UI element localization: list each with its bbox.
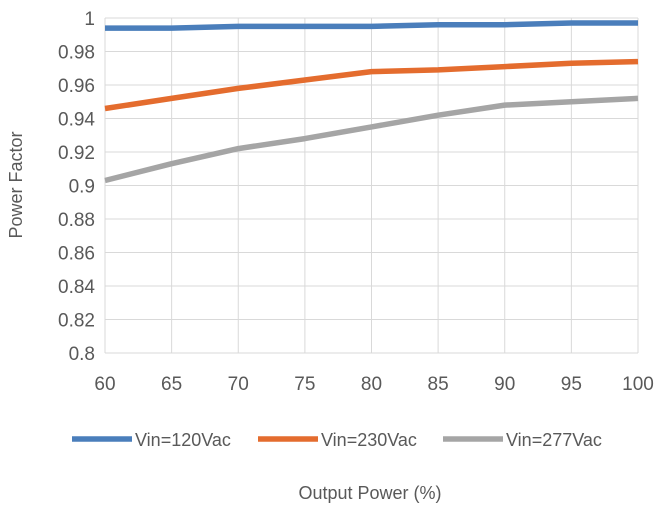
x-axis-title: Output Power (%) [298,483,441,503]
y-axis-title: Power Factor [6,131,26,238]
y-tick-label: 0.94 [58,110,95,131]
y-tick-label: 0.9 [69,177,95,198]
legend: Vin=120Vac Vin=230Vac Vin=277Vac [72,430,602,450]
x-tick-label: 90 [494,374,515,395]
y-tick-label: 0.82 [58,311,95,332]
legend-label-1: Vin=120Vac [135,430,231,450]
y-axis-ticks: 0.8 0.82 0.84 0.86 0.88 0.9 0.92 0.94 0.96 0.98 1 [58,9,95,365]
x-tick-label: 70 [228,374,249,395]
x-tick-label: 85 [428,374,449,395]
legend-label-3: Vin=277Vac [506,430,602,450]
series-line-1 [105,20,638,31]
series-line-3 [104,95,639,184]
y-tick-label: 0.92 [58,143,95,164]
x-tick-label: 65 [161,374,182,395]
x-tick-label: 75 [294,374,315,395]
y-tick-label: 0.88 [58,210,95,231]
y-tick-label: 0.96 [58,76,95,97]
gridlines [104,17,639,354]
y-tick-label: 0.8 [69,344,95,365]
x-tick-label: 95 [561,374,582,395]
series-lines [104,20,639,184]
x-tick-label: 80 [361,374,382,395]
y-tick-label: 0.98 [58,43,95,64]
legend-label-2: Vin=230Vac [321,430,417,450]
x-axis-ticks: 60 65 70 75 80 85 90 95 100 [94,374,653,395]
x-tick-label: 60 [94,374,115,395]
y-tick-label: 1 [84,9,95,30]
series-line-2 [104,58,639,112]
y-tick-label: 0.84 [58,277,95,298]
x-tick-label: 100 [622,374,654,395]
y-tick-label: 0.86 [58,244,95,265]
